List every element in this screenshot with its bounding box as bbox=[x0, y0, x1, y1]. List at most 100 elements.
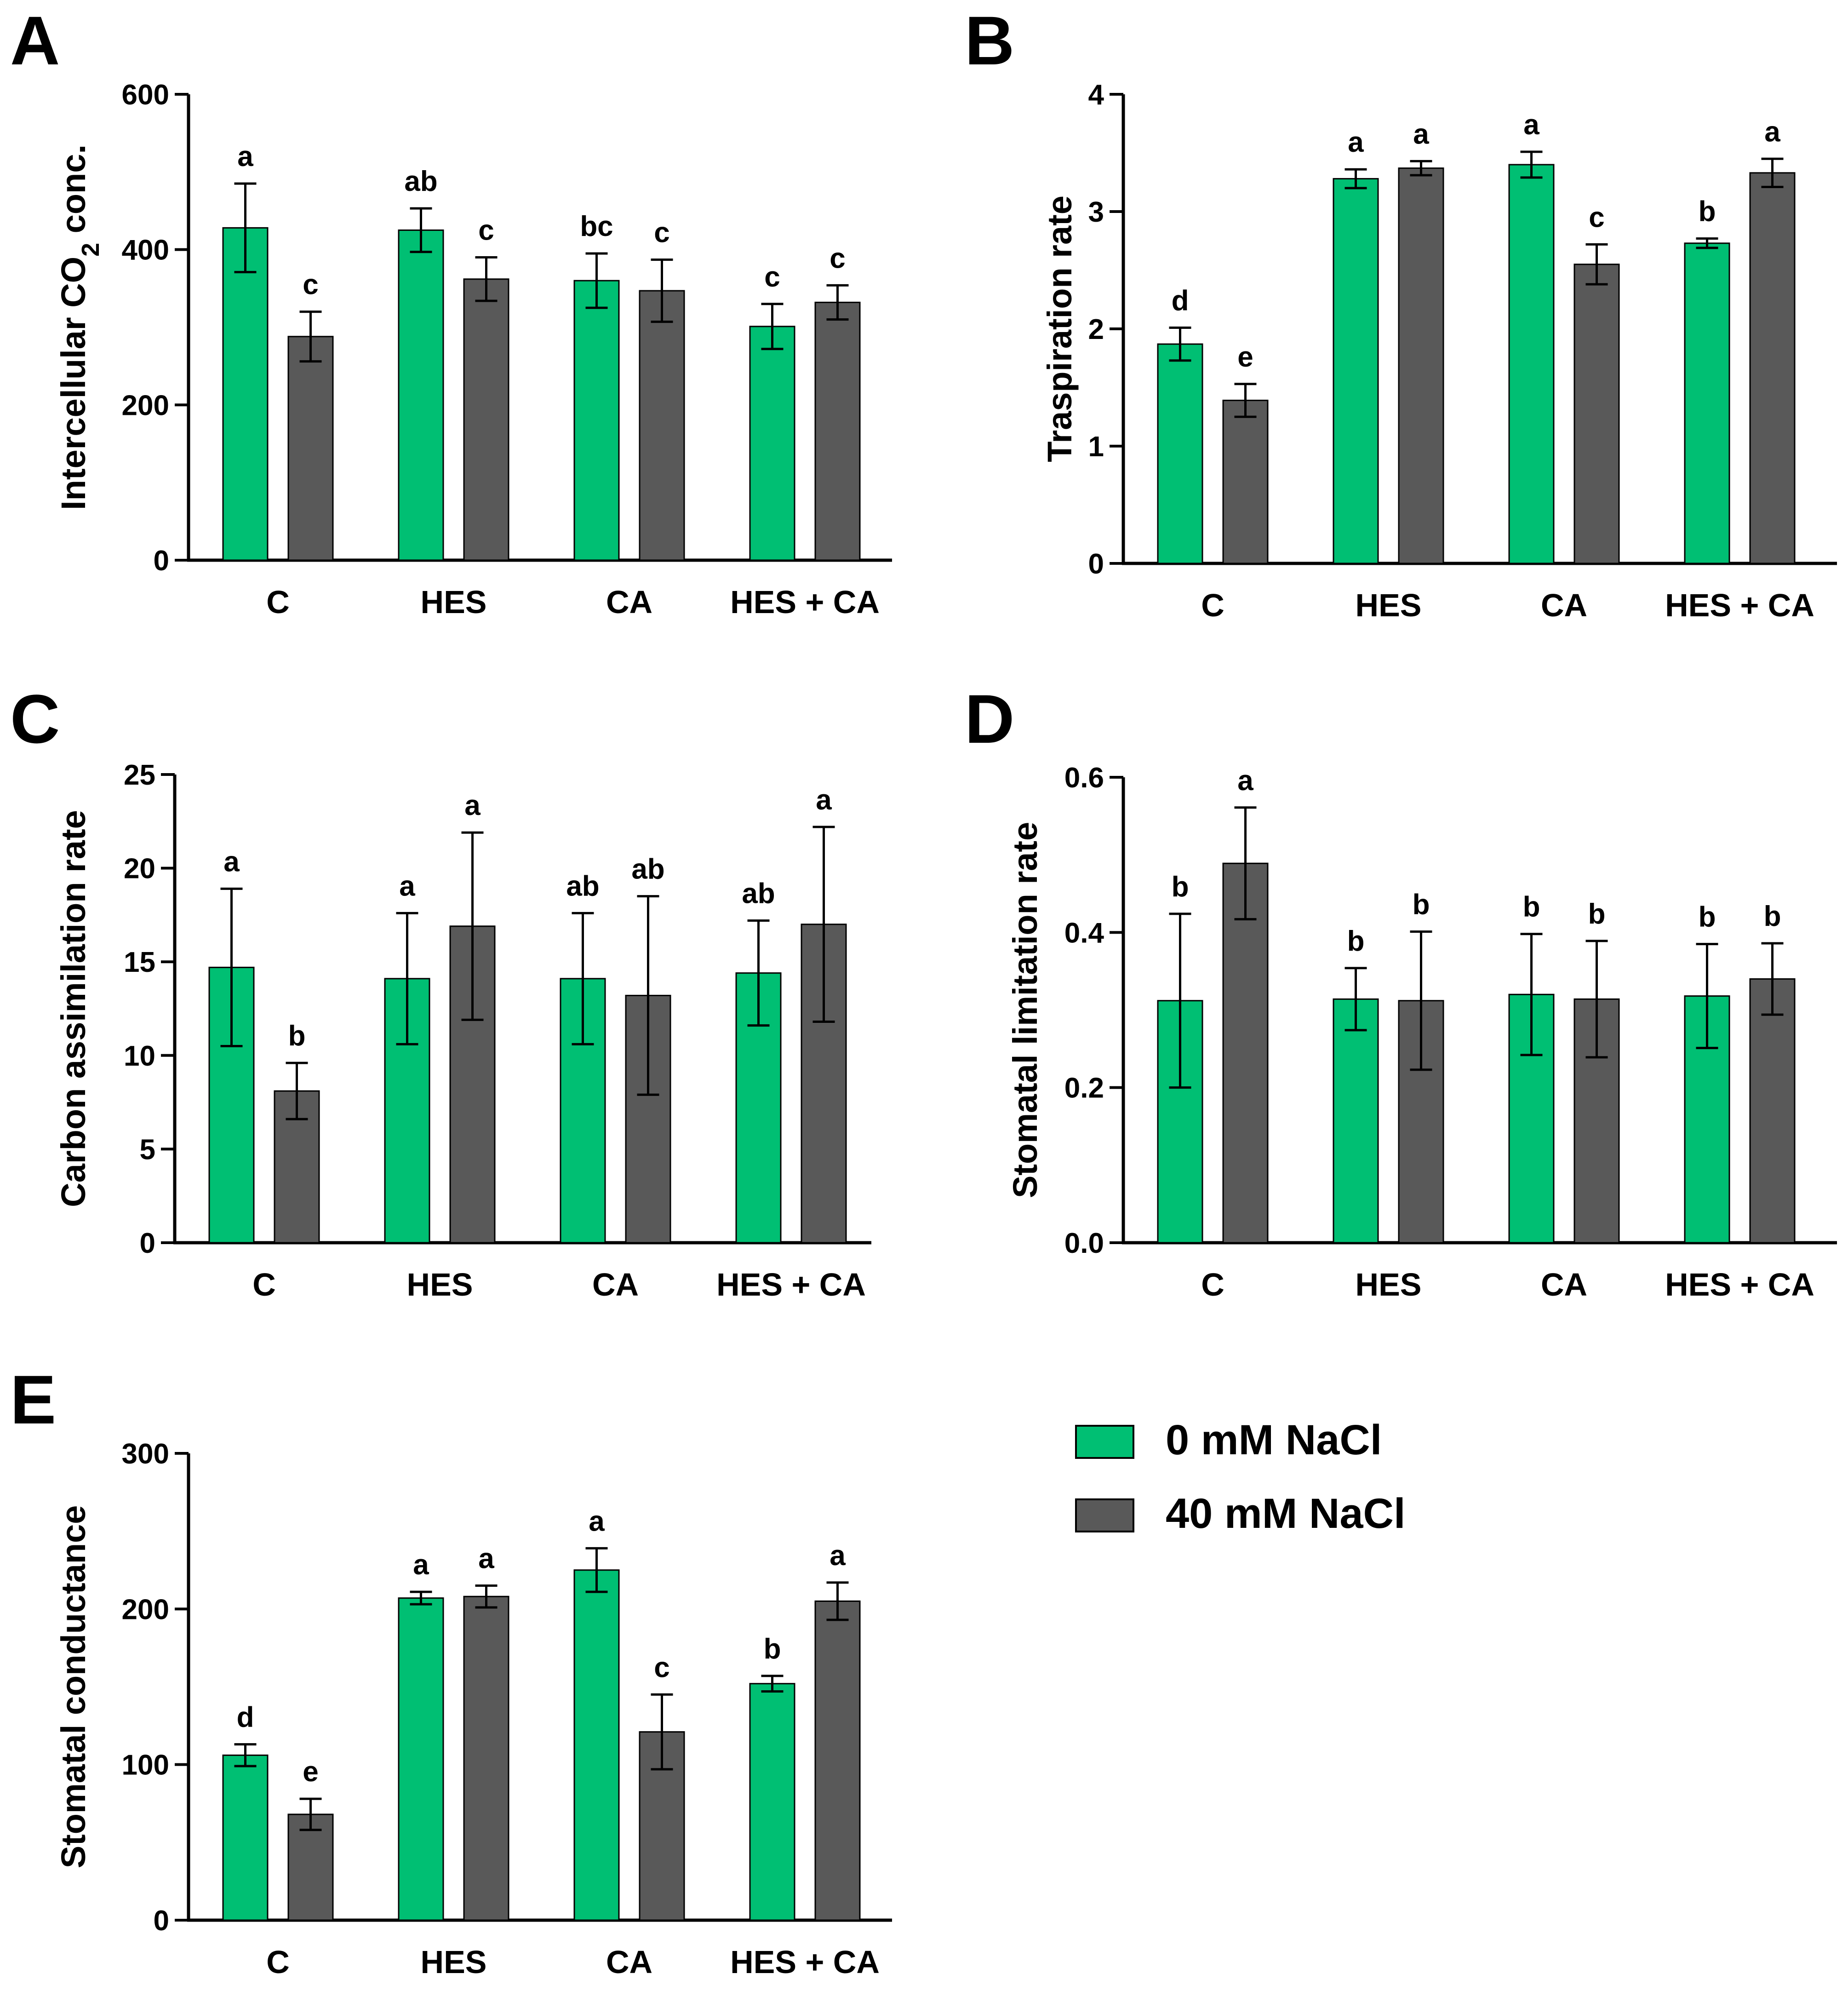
y-tick-label: 200 bbox=[122, 1594, 169, 1625]
bar bbox=[1508, 164, 1555, 564]
category-label: CA bbox=[1541, 1267, 1587, 1302]
y-tick-label: 1 bbox=[1088, 431, 1104, 463]
significance-letter: c bbox=[764, 261, 780, 293]
bar bbox=[1398, 167, 1444, 564]
category-label: C bbox=[1201, 1267, 1224, 1302]
significance-letter: a bbox=[1413, 118, 1429, 150]
y-tick-label: 300 bbox=[122, 1438, 169, 1470]
legend-swatch bbox=[1075, 1425, 1134, 1459]
y-tick-label: 0.2 bbox=[1064, 1073, 1104, 1104]
category-label: CA bbox=[606, 1944, 652, 1980]
significance-letter: b bbox=[1347, 925, 1365, 957]
bar bbox=[1333, 998, 1379, 1244]
bar bbox=[1157, 343, 1203, 564]
significance-letter: c bbox=[654, 217, 669, 249]
significance-letter: a bbox=[478, 1543, 494, 1575]
bar bbox=[398, 229, 444, 561]
significance-letter: c bbox=[654, 1652, 669, 1683]
y-axis-label: Traspiration rate bbox=[1041, 195, 1079, 462]
category-label: HES + CA bbox=[730, 1944, 880, 1980]
panel-a: A 0 200 400 600 Intercellular CO2 conc. a c Cab c… bbox=[10, 2, 892, 620]
panel-letter: E bbox=[10, 1361, 56, 1438]
panel-letter: A bbox=[10, 2, 60, 79]
y-axis-label-main: Intercellular CO bbox=[54, 257, 92, 510]
significance-letter: b bbox=[288, 1020, 306, 1052]
bar bbox=[287, 1813, 334, 1921]
significance-letter: b bbox=[1523, 891, 1540, 923]
bar bbox=[1749, 978, 1796, 1244]
significance-letter: b bbox=[1172, 871, 1189, 903]
y-tick-label: 0 bbox=[154, 1905, 169, 1937]
y-tick-label: 25 bbox=[124, 759, 155, 791]
y-tick-label: 0 bbox=[1088, 548, 1104, 580]
bar bbox=[1333, 178, 1379, 564]
significance-letter: ab bbox=[742, 878, 775, 910]
y-tick-label: 0.6 bbox=[1064, 762, 1104, 794]
significance-letter: c bbox=[478, 215, 494, 247]
bar bbox=[814, 1600, 861, 1921]
significance-letter: e bbox=[303, 1756, 318, 1788]
category-label: C bbox=[252, 1267, 276, 1302]
significance-letter: a bbox=[1237, 765, 1253, 797]
y-tick-label: 15 bbox=[124, 947, 155, 978]
y-tick-label: 0 bbox=[154, 545, 169, 577]
y-tick-label: 0.0 bbox=[1064, 1228, 1104, 1259]
y-tick-label: 100 bbox=[122, 1750, 169, 1781]
significance-letter: c bbox=[1589, 201, 1604, 233]
panel-b: B 0 1 2 3 4 Traspiration rate d e Ca a HES a c CA b a HES… bbox=[965, 2, 1837, 623]
y-tick-label: 10 bbox=[124, 1040, 155, 1072]
y-tick-label: 3 bbox=[1088, 196, 1104, 228]
significance-letter: a bbox=[589, 1505, 605, 1537]
significance-letter: a bbox=[399, 870, 415, 902]
category-label: HES + CA bbox=[1665, 1267, 1814, 1302]
significance-letter: ab bbox=[566, 870, 599, 902]
category-label: HES bbox=[1356, 587, 1422, 623]
y-axis-label: Stomatal limitation rate bbox=[1006, 822, 1044, 1198]
significance-letter: d bbox=[1172, 285, 1189, 316]
y-axis-label: Stomatal conductance bbox=[54, 1505, 92, 1869]
y-tick-label: 20 bbox=[124, 853, 155, 885]
category-label: HES + CA bbox=[1665, 587, 1814, 623]
significance-letter: a bbox=[464, 790, 481, 821]
significance-letter: b bbox=[1699, 901, 1716, 933]
significance-letter: a bbox=[1348, 126, 1364, 158]
category-label: HES + CA bbox=[716, 1267, 866, 1302]
y-tick-label: 0.4 bbox=[1064, 917, 1104, 949]
y-tick-label: 400 bbox=[122, 235, 169, 266]
bar bbox=[639, 290, 685, 561]
category-label: HES bbox=[421, 584, 487, 620]
significance-letter: a bbox=[223, 846, 240, 878]
category-label: HES + CA bbox=[730, 584, 880, 620]
category-label: CA bbox=[1541, 587, 1587, 623]
y-axis-label-subscript: 2 bbox=[77, 243, 104, 257]
category-label: C bbox=[266, 584, 290, 620]
bar bbox=[1222, 862, 1269, 1244]
significance-letter: ab bbox=[631, 854, 664, 885]
bar bbox=[814, 301, 861, 561]
significance-letter: b bbox=[1413, 889, 1430, 921]
significance-letter: b bbox=[1764, 901, 1781, 932]
bar bbox=[573, 1569, 620, 1921]
category-label: HES bbox=[1356, 1267, 1422, 1302]
category-label: CA bbox=[592, 1267, 639, 1302]
category-label: HES bbox=[407, 1267, 473, 1302]
significance-letter: d bbox=[237, 1702, 254, 1733]
legend-label: 40 mM NaCl bbox=[1166, 1490, 1406, 1537]
category-label: CA bbox=[606, 584, 652, 620]
bar bbox=[1222, 400, 1269, 564]
significance-letter: e bbox=[1237, 341, 1253, 373]
bar bbox=[573, 280, 620, 561]
y-tick-label: 4 bbox=[1088, 79, 1104, 111]
significance-letter: c bbox=[830, 242, 845, 274]
category-label: C bbox=[1201, 587, 1224, 623]
bar bbox=[749, 1683, 795, 1921]
y-tick-label: 0 bbox=[140, 1228, 155, 1259]
bar bbox=[463, 1595, 509, 1921]
legend: 0 mM NaCl 40 mM NaCl bbox=[1075, 1417, 1406, 1537]
significance-letter: a bbox=[1523, 109, 1539, 141]
panel-letter: B bbox=[965, 2, 1014, 79]
significance-letter: b bbox=[1588, 898, 1606, 930]
